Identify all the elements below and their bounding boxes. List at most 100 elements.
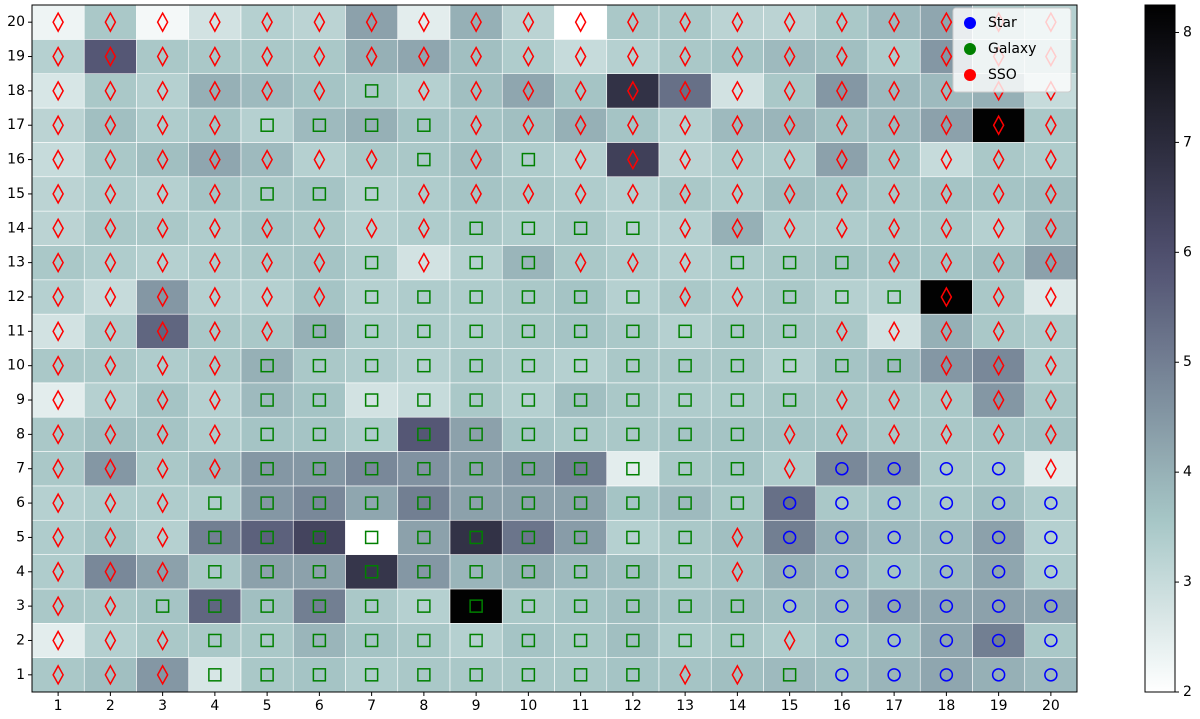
heat-cell xyxy=(501,73,555,109)
cell-marker xyxy=(417,152,431,167)
cell-marker xyxy=(260,599,274,613)
heat-cell xyxy=(292,107,346,143)
cell-marker xyxy=(313,11,326,33)
cell-marker xyxy=(261,217,273,239)
heat-cell xyxy=(31,622,85,658)
x-tick-label: 8 xyxy=(419,698,428,714)
heat-cell xyxy=(606,210,660,246)
cell-marker xyxy=(469,393,483,407)
cell-marker xyxy=(209,149,221,171)
cell-marker xyxy=(521,599,536,613)
heat-cell xyxy=(815,210,869,246)
heat-cell xyxy=(919,519,973,555)
heat-cell xyxy=(658,657,712,693)
heat-cell xyxy=(240,485,294,521)
legend-label: SSO xyxy=(988,67,1017,83)
heat-cell xyxy=(136,657,190,693)
cell-marker xyxy=(260,187,274,201)
heat-cell xyxy=(606,451,660,487)
heat-cell xyxy=(449,485,503,521)
heat-cell xyxy=(867,73,921,109)
x-tick-label: 14 xyxy=(728,698,746,714)
cell-marker xyxy=(52,664,64,686)
cell-marker xyxy=(835,358,849,373)
cell-marker xyxy=(52,252,64,274)
cell-marker xyxy=(940,183,953,205)
cell-marker xyxy=(260,633,274,648)
cell-marker xyxy=(365,45,378,68)
heat-cell xyxy=(292,313,346,349)
heat-cell xyxy=(867,485,921,521)
cell-marker xyxy=(1045,149,1057,171)
cell-marker xyxy=(573,668,588,682)
heat-cell xyxy=(919,279,973,315)
y-tick-label: 11 xyxy=(7,323,25,339)
heat-cell xyxy=(240,245,294,281)
cell-marker xyxy=(678,461,692,476)
cell-marker xyxy=(104,629,117,652)
cell-marker xyxy=(104,45,117,68)
heat-cell xyxy=(867,107,921,143)
cell-marker xyxy=(209,252,221,274)
cell-marker xyxy=(887,530,901,545)
heat-cell xyxy=(710,416,764,452)
cell-marker xyxy=(782,324,797,339)
cell-marker xyxy=(521,427,536,442)
heat-cell xyxy=(815,107,869,143)
heat-cell xyxy=(292,416,346,452)
cell-marker xyxy=(52,45,64,68)
heat-cell xyxy=(710,519,764,555)
heat-cell xyxy=(83,382,137,418)
heat-cell xyxy=(449,73,503,109)
cell-marker xyxy=(522,45,535,68)
cell-marker xyxy=(365,11,378,33)
cell-marker xyxy=(52,320,64,342)
heat-cell xyxy=(292,39,346,74)
heat-cell xyxy=(972,348,1026,384)
cell-marker xyxy=(887,599,901,613)
y-tick-label: 14 xyxy=(7,220,25,236)
heat-cell xyxy=(31,210,85,246)
cell-marker xyxy=(260,118,274,132)
cell-marker xyxy=(364,599,379,613)
heat-cell xyxy=(83,176,137,212)
heat-cell xyxy=(31,142,85,178)
heat-cell xyxy=(31,245,85,281)
heat-cell xyxy=(136,107,190,143)
cell-marker xyxy=(573,290,588,304)
cell-marker xyxy=(888,80,900,102)
colorbar-tick-label: 4 xyxy=(1183,464,1192,480)
cell-marker xyxy=(782,358,797,373)
x-tick-label: 1 xyxy=(54,698,63,714)
heat-cell xyxy=(606,554,660,590)
heat-cell xyxy=(554,554,608,590)
cell-marker xyxy=(312,599,327,613)
heat-cell xyxy=(763,416,817,452)
x-tick-label: 11 xyxy=(572,698,590,714)
heat-cell xyxy=(658,245,712,281)
cell-marker xyxy=(156,149,169,171)
heat-cell xyxy=(136,4,190,40)
heat-cell xyxy=(1024,622,1078,658)
heat-cell xyxy=(1024,348,1078,384)
heat-cell xyxy=(606,416,660,452)
cell-marker xyxy=(521,668,536,682)
heat-cell xyxy=(815,245,869,281)
cell-marker xyxy=(52,595,64,617)
cell-marker xyxy=(52,149,64,171)
heat-cell xyxy=(763,588,817,624)
cell-marker xyxy=(364,118,379,132)
cell-marker xyxy=(888,149,900,171)
cell-marker xyxy=(836,80,848,102)
heat-cell xyxy=(188,107,242,143)
cell-marker xyxy=(678,358,692,373)
heat-cell xyxy=(919,451,973,487)
heat-cell xyxy=(136,210,190,246)
heat-cell xyxy=(815,416,869,452)
cell-marker xyxy=(888,183,900,205)
cell-marker xyxy=(469,324,483,339)
cell-marker xyxy=(783,217,796,239)
heat-cell xyxy=(867,657,921,693)
cell-marker xyxy=(521,324,536,339)
heat-cell xyxy=(1024,588,1078,624)
